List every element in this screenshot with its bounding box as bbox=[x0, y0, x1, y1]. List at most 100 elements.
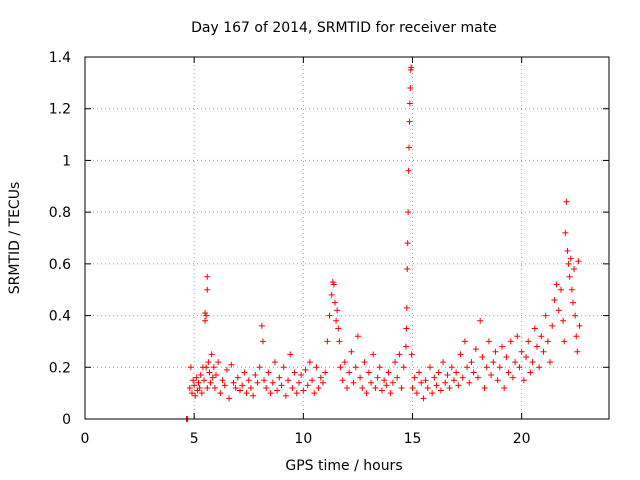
data-point bbox=[501, 384, 508, 391]
data-point bbox=[339, 377, 346, 384]
data-point bbox=[190, 377, 197, 384]
data-point bbox=[435, 369, 442, 376]
data-point bbox=[333, 317, 340, 324]
y-axis-label: SRMTID / TECUs bbox=[7, 182, 23, 295]
data-point bbox=[389, 379, 396, 386]
y-tick-label: 1.2 bbox=[49, 102, 71, 118]
data-point bbox=[228, 361, 235, 368]
data-point bbox=[293, 390, 300, 397]
data-point bbox=[206, 369, 213, 376]
data-point bbox=[512, 359, 519, 366]
data-point bbox=[406, 118, 413, 125]
data-point bbox=[298, 372, 305, 379]
data-point bbox=[193, 374, 200, 381]
data-point bbox=[557, 286, 564, 293]
data-point bbox=[553, 281, 560, 288]
data-point bbox=[205, 359, 212, 366]
data-point bbox=[313, 364, 320, 371]
data-point bbox=[359, 384, 366, 391]
data-point bbox=[562, 229, 569, 236]
x-tick-label: 15 bbox=[404, 431, 422, 447]
data-point bbox=[352, 364, 359, 371]
data-point bbox=[256, 364, 263, 371]
data-point bbox=[304, 382, 311, 389]
data-point bbox=[295, 379, 302, 386]
y-tick-label: 1.4 bbox=[49, 50, 71, 66]
data-point bbox=[409, 384, 416, 391]
data-point bbox=[481, 384, 488, 391]
data-point bbox=[247, 384, 254, 391]
data-point bbox=[483, 364, 490, 371]
data-point bbox=[404, 266, 411, 273]
data-point bbox=[466, 379, 473, 386]
x-tick-label: 10 bbox=[294, 431, 312, 447]
data-point bbox=[376, 364, 383, 371]
data-point bbox=[186, 384, 193, 391]
data-point bbox=[197, 372, 204, 379]
data-point bbox=[437, 387, 444, 394]
data-point bbox=[444, 372, 451, 379]
data-point bbox=[211, 384, 218, 391]
data-point bbox=[230, 379, 237, 386]
data-point bbox=[448, 364, 455, 371]
data-point bbox=[413, 390, 420, 397]
data-point bbox=[188, 390, 195, 397]
data-point bbox=[426, 364, 433, 371]
data-point bbox=[361, 359, 368, 366]
data-point bbox=[408, 351, 415, 358]
data-point bbox=[263, 384, 270, 391]
data-point bbox=[317, 374, 324, 381]
chart-title: Day 167 of 2014, SRMTID for receiver mat… bbox=[191, 20, 497, 36]
data-point bbox=[330, 281, 337, 288]
data-point bbox=[196, 384, 203, 391]
data-point bbox=[274, 387, 281, 394]
data-point bbox=[396, 351, 403, 358]
data-point bbox=[337, 364, 344, 371]
data-point bbox=[516, 364, 523, 371]
data-point bbox=[219, 377, 226, 384]
data-point bbox=[204, 286, 211, 293]
data-point bbox=[300, 387, 307, 394]
data-point bbox=[536, 364, 543, 371]
data-point bbox=[453, 369, 460, 376]
data-point bbox=[261, 377, 268, 384]
data-point bbox=[424, 384, 431, 391]
data-point bbox=[252, 372, 259, 379]
data-point bbox=[334, 307, 341, 314]
x-tick-label: 20 bbox=[513, 431, 531, 447]
data-point bbox=[406, 100, 413, 107]
data-point bbox=[336, 338, 343, 345]
x-tick-label: 0 bbox=[81, 431, 90, 447]
data-point bbox=[485, 338, 492, 345]
data-point bbox=[278, 382, 285, 389]
data-point bbox=[488, 372, 495, 379]
data-point bbox=[472, 346, 479, 353]
data-point bbox=[245, 377, 252, 384]
data-point bbox=[259, 338, 266, 345]
data-point bbox=[542, 312, 549, 319]
data-point bbox=[461, 338, 468, 345]
data-point bbox=[405, 209, 412, 216]
data-point bbox=[422, 377, 429, 384]
data-point bbox=[514, 333, 521, 340]
data-point bbox=[365, 369, 372, 376]
data-point bbox=[335, 325, 342, 332]
data-point bbox=[348, 348, 355, 355]
data-point bbox=[276, 374, 283, 381]
data-point bbox=[237, 387, 244, 394]
data-point bbox=[420, 395, 427, 402]
data-point bbox=[416, 369, 423, 376]
data-point bbox=[394, 374, 401, 381]
data-point bbox=[431, 374, 438, 381]
data-point bbox=[191, 382, 198, 389]
data-point bbox=[350, 379, 357, 386]
data-point bbox=[405, 167, 412, 174]
data-point bbox=[518, 348, 525, 355]
data-point bbox=[507, 338, 514, 345]
data-point bbox=[383, 382, 390, 389]
data-point bbox=[198, 390, 205, 397]
data-point bbox=[509, 374, 516, 381]
data-point bbox=[560, 317, 567, 324]
data-point bbox=[392, 359, 399, 366]
y-tick-label: 0.2 bbox=[49, 360, 71, 376]
